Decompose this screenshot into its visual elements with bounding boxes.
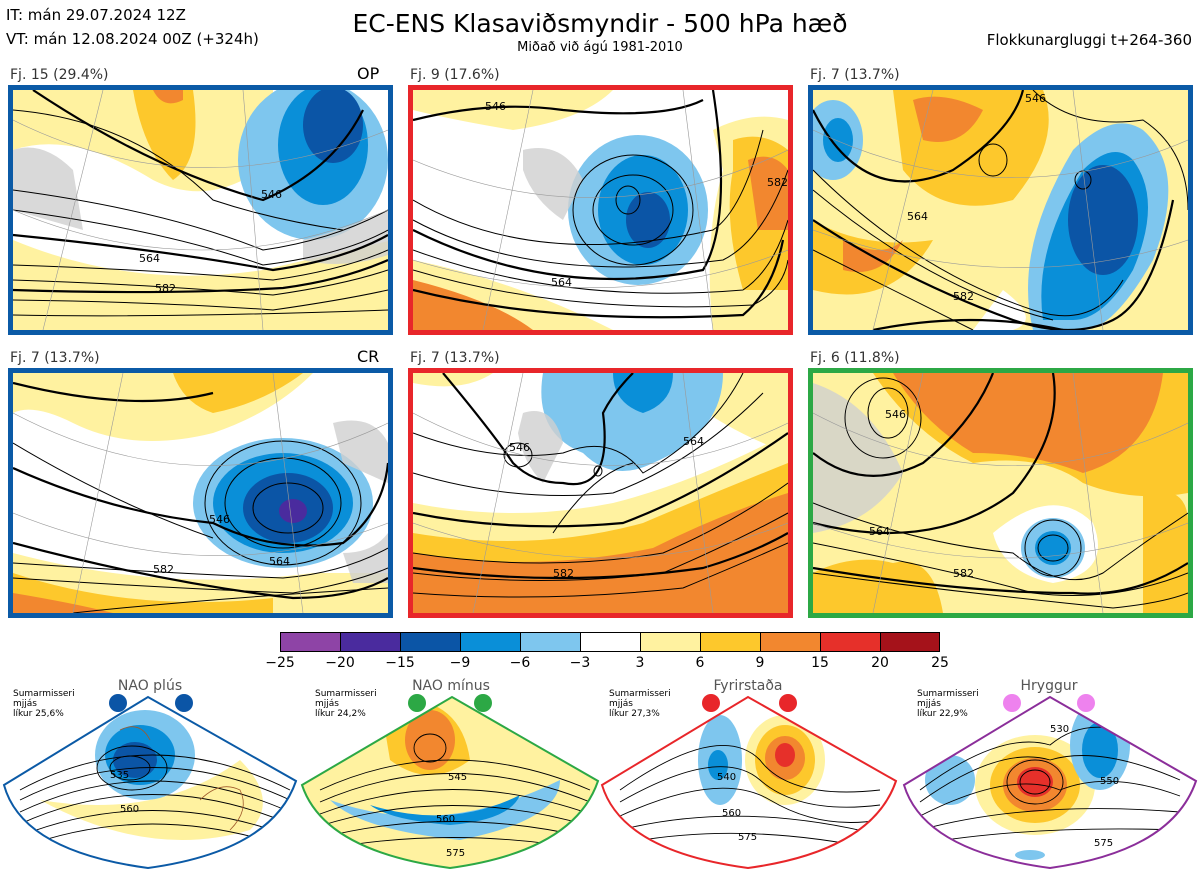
regime-note-blocking: Sumarmisseri mjjás líkur 27,3% [609,689,671,719]
cluster-map-5[interactable]: 546 564 582 [408,368,793,618]
regime-name-nao-plus: NAO plús [117,678,183,694]
cluster-label-3: Fj. 7 (13.7%) [810,67,900,83]
contour-label: 540 [717,772,736,783]
contour-label: 546 [509,441,530,454]
contour-label: 560 [120,804,139,815]
colorbar-segment [460,632,520,652]
regime-dot [109,694,127,712]
valid-time: VT: mán 12.08.2024 00Z (+324h) [6,30,259,48]
colorbar-tick-label: −20 [325,655,355,671]
colorbar-segment [580,632,640,652]
regime-dot [1003,694,1021,712]
colorbar-tick-label: 9 [755,655,765,671]
colorbar-tick-label: −6 [509,655,531,671]
contour-label: 575 [738,832,757,843]
cluster-tag-1: OP [357,64,380,83]
contour-label: 564 [907,210,928,223]
regime-note-nao-minus: Sumarmisseri mjjás líkur 24,2% [315,689,377,719]
colorbar-segment [760,632,820,652]
cluster-map-1[interactable]: 546 564 582 [8,85,393,335]
colorbar-tick-label: −15 [385,655,415,671]
colorbar-segment [520,632,580,652]
contour-label: 564 [139,252,160,265]
cluster-map-4[interactable]: 546 564 582 [8,368,393,618]
colorbar-tick-label: −9 [449,655,471,671]
cluster-tag-4: CR [357,347,380,366]
cluster-map-2[interactable]: 546 564 582 [408,85,793,335]
cluster-label-2: Fj. 9 (17.6%) [410,67,500,83]
page-subtitle: Miðað við ágú 1981-2010 [517,40,683,55]
cluster-label-1: Fj. 15 (29.4%) [10,67,109,83]
cluster-label-6: Fj. 6 (11.8%) [810,350,900,366]
colorbar-tick-label: −3 [569,655,591,671]
cluster-map-3[interactable]: 546 564 582 [808,85,1193,335]
contour-label: 582 [553,567,574,580]
colorbar-tick-label: −25 [265,655,295,671]
regime-name-nao-minus: NAO mínus [412,678,490,694]
regime-name-ridge: Hryggur [1020,678,1078,694]
contour-label: 582 [155,282,176,295]
contour-label: 546 [485,100,506,113]
colorbar-segment [880,632,940,652]
contour-label: 564 [551,276,572,289]
contour-label: 564 [683,435,704,448]
colorbar-segment [700,632,760,652]
contour-label: 582 [953,290,974,303]
regime-dot [702,694,720,712]
colorbar-segment [280,632,340,652]
colorbar-tick-label: 20 [871,655,889,671]
regime-note-nao-plus: Sumarmisseri mjjás líkur 25,6% [13,689,75,719]
cluster-map-6[interactable]: 546 564 582 [808,368,1193,618]
contour-label: 546 [885,408,906,421]
regime-dot [175,694,193,712]
contour-label: 546 [1025,92,1046,105]
contour-label: 545 [448,772,467,783]
colorbar-tick-label: 6 [695,655,705,671]
contour-label: 560 [436,814,455,825]
regime-dot [408,694,426,712]
cluster-label-4: Fj. 7 (13.7%) [10,350,100,366]
colorbar-tick-label: 25 [931,655,949,671]
colorbar-segment [400,632,460,652]
contour-label: 575 [446,848,465,859]
page-title: EC-ENS Klasaviðsmyndir - 500 hPa hæð [352,9,848,38]
contour-label: 546 [209,513,230,526]
regime-dot [1077,694,1095,712]
regime-map-nao-plus [4,697,296,868]
regime-dot [779,694,797,712]
contour-label: 535 [110,770,129,781]
contour-label: 564 [269,555,290,568]
colorbar-segment [820,632,880,652]
initial-time: IT: mán 29.07.2024 12Z [6,6,186,24]
contour-label: 546 [261,188,282,201]
colorbar-tick-label: 3 [635,655,645,671]
contour-label: 582 [767,176,788,189]
regime-map-blocking [602,697,896,868]
regime-dot [474,694,492,712]
regime-name-blocking: Fyrirstaða [713,678,783,694]
contour-label: 582 [153,563,174,576]
colorbar-tick-label: 15 [811,655,829,671]
regime-maps: 535 560 545 560 575 540 560 575 [2,695,1198,870]
contour-label: 530 [1050,724,1069,735]
contour-label: 575 [1094,838,1113,849]
contour-label: 560 [722,808,741,819]
regime-map-ridge [904,697,1196,868]
colorbar-segment [640,632,700,652]
classification-window: Flokkunargluggi t+264-360 [986,31,1192,49]
colorbar-segment [340,632,400,652]
contour-label: 582 [953,567,974,580]
contour-label: 564 [869,525,890,538]
regime-note-ridge: Sumarmisseri mjjás líkur 22,9% [917,689,979,719]
cluster-label-5: Fj. 7 (13.7%) [410,350,500,366]
contour-label: 550 [1100,776,1119,787]
